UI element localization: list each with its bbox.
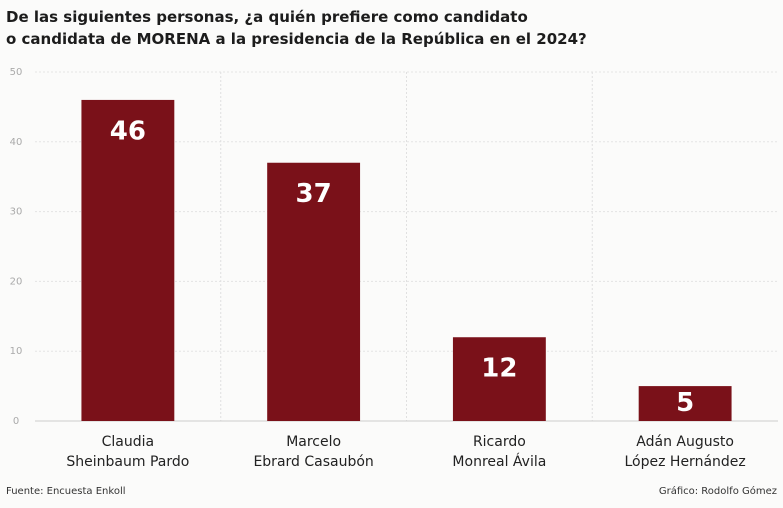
y-tick-label: 10 <box>10 346 23 357</box>
y-tick-label: 20 <box>10 276 23 287</box>
value-label: 5 <box>676 388 694 418</box>
x-tick-label: Ricardo Monreal Ávila <box>452 434 547 470</box>
x-tick-label: Claudia Sheinbaum Pardo <box>66 434 190 470</box>
value-label: 12 <box>481 354 517 384</box>
bar <box>267 162 361 422</box>
bar <box>638 386 732 421</box>
y-tick-label: 40 <box>10 137 23 148</box>
x-tick-label: Marcelo Ebrard Casaubón <box>253 434 374 470</box>
y-tick-label: 0 <box>13 416 19 427</box>
value-label: 37 <box>296 179 332 209</box>
credit: Gráfico: Rodolfo Gómez <box>658 486 777 497</box>
y-tick-label: 50 <box>10 67 23 78</box>
value-label: 46 <box>110 116 146 146</box>
y-tick-label: 30 <box>10 207 23 218</box>
bar <box>452 337 546 421</box>
x-tick-label: Adán Augusto López Hernández <box>624 434 746 470</box>
source: Fuente: Encuesta Enkoll <box>6 486 126 497</box>
bar <box>81 99 175 422</box>
chart-title: De las siguientes personas, ¿a quién pre… <box>6 8 587 48</box>
